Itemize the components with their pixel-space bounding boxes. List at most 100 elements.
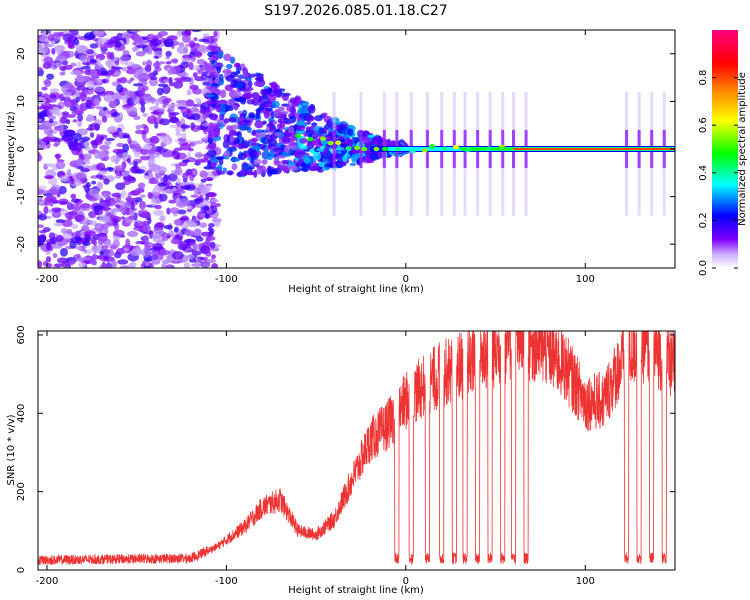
heatmap-cell xyxy=(186,89,192,96)
heatmap-cell xyxy=(43,122,55,126)
heatmap-cell xyxy=(273,89,283,98)
heatmap-cell xyxy=(196,58,206,65)
heatmap-cell xyxy=(64,99,72,108)
heatmap-cell xyxy=(82,249,88,253)
heatmap-peak xyxy=(361,146,368,152)
heatmap-cell xyxy=(291,103,297,108)
heatmap-cell xyxy=(103,178,110,185)
heatmap-cell xyxy=(61,59,69,66)
heatmap-cell xyxy=(136,44,148,49)
heatmap-cell xyxy=(195,236,204,242)
heatmap-cell xyxy=(144,64,152,72)
heatmap-cell xyxy=(89,68,98,76)
heatmap-peak xyxy=(452,144,459,150)
heatmap-cell xyxy=(72,133,83,142)
heatmap-cell xyxy=(46,110,52,116)
heatmap-cell xyxy=(216,164,223,171)
heatmap-cell xyxy=(80,96,93,101)
heatmap-cell xyxy=(251,145,261,151)
heatmap-cell xyxy=(273,147,283,153)
heatmap-cell xyxy=(132,165,138,171)
heatmap-cell xyxy=(38,91,43,97)
heatmap-cell xyxy=(328,155,333,163)
heatmap-cell xyxy=(191,170,198,176)
heatmap-cell xyxy=(222,140,230,149)
heatmap-cell xyxy=(179,217,189,221)
heatmap-cell xyxy=(214,128,221,136)
heatmap-cell xyxy=(57,198,69,206)
heatmap-cell xyxy=(47,97,57,103)
heatmap-cell xyxy=(273,160,282,166)
heatmap-cell xyxy=(205,238,211,247)
heatmap-cell xyxy=(337,124,347,130)
heatmap-cell xyxy=(116,142,125,148)
heatmap-cell xyxy=(43,44,49,53)
heatmap-cell xyxy=(132,46,138,52)
heatmap-cell xyxy=(229,135,235,143)
heatmap-cell xyxy=(231,105,239,110)
heatmap-cell xyxy=(268,117,275,123)
heatmap-cell xyxy=(209,71,220,78)
heatmap-cell xyxy=(347,139,354,146)
heatmap-cell xyxy=(128,262,136,268)
heatmap-peak xyxy=(345,146,352,151)
heatmap-cell xyxy=(94,155,101,159)
heatmap-cell xyxy=(199,170,208,179)
heatmap-cell xyxy=(101,245,109,250)
top-x-axis-label: Height of straight line (km) xyxy=(288,284,424,295)
heatmap-cell xyxy=(299,167,308,172)
heatmap-peak xyxy=(409,148,416,154)
heatmap-cell xyxy=(159,249,171,256)
bottom-y-tick-label: 200 xyxy=(16,482,27,501)
heatmap-cell xyxy=(306,121,311,125)
heatmap-cell xyxy=(198,38,210,43)
heatmap-cell xyxy=(194,76,205,82)
heatmap-cell xyxy=(194,51,202,58)
heatmap-cell xyxy=(88,197,98,202)
heatmap-cell xyxy=(119,76,128,84)
bottom-y-tick-label: 0 xyxy=(16,567,27,573)
heatmap-cell xyxy=(279,120,286,130)
heatmap-cell xyxy=(215,105,222,113)
heatmap-cell xyxy=(243,90,252,94)
heatmap-cell xyxy=(246,171,257,176)
heatmap-cell xyxy=(49,186,59,196)
heatmap-cell xyxy=(157,83,169,87)
heatmap-cell xyxy=(127,176,137,184)
heatmap-cell xyxy=(311,122,318,127)
heatmap-cell xyxy=(142,94,153,102)
heatmap-cell xyxy=(43,127,54,136)
heatmap-cell xyxy=(184,185,190,190)
heatmap-cell xyxy=(41,86,48,91)
heatmap-cell xyxy=(318,161,325,168)
heatmap-cell xyxy=(38,152,42,162)
heatmap-cell xyxy=(96,58,101,66)
heatmap-cell xyxy=(361,136,371,144)
heatmap-cell xyxy=(178,198,190,207)
heatmap-cell xyxy=(134,169,145,174)
heatmap-cell xyxy=(44,175,54,180)
heatmap-cell xyxy=(51,207,62,213)
heatmap-cell xyxy=(61,111,70,116)
heatmap-cell xyxy=(152,187,161,196)
heatmap-cell xyxy=(194,261,201,268)
heatmap-cell xyxy=(200,257,205,261)
heatmap-cell xyxy=(112,148,125,154)
heatmap-cell xyxy=(248,112,256,118)
heatmap-cell xyxy=(176,120,182,128)
heatmap-cell xyxy=(150,115,157,119)
heatmap-cell xyxy=(133,221,139,229)
heatmap-cell xyxy=(254,120,264,129)
heatmap-cell xyxy=(298,145,309,150)
heatmap-cell xyxy=(46,242,52,251)
heatmap-cell xyxy=(190,122,196,130)
heatmap-cell xyxy=(199,222,208,229)
heatmap-cell xyxy=(176,79,186,83)
heatmap-cell xyxy=(99,197,104,203)
heatmap-cell xyxy=(59,247,68,257)
heatmap-cell xyxy=(77,166,85,170)
heatmap-cell xyxy=(38,118,43,123)
heatmap-cell xyxy=(90,59,98,64)
heatmap-cell xyxy=(118,130,124,140)
heatmap-cell xyxy=(85,115,96,123)
